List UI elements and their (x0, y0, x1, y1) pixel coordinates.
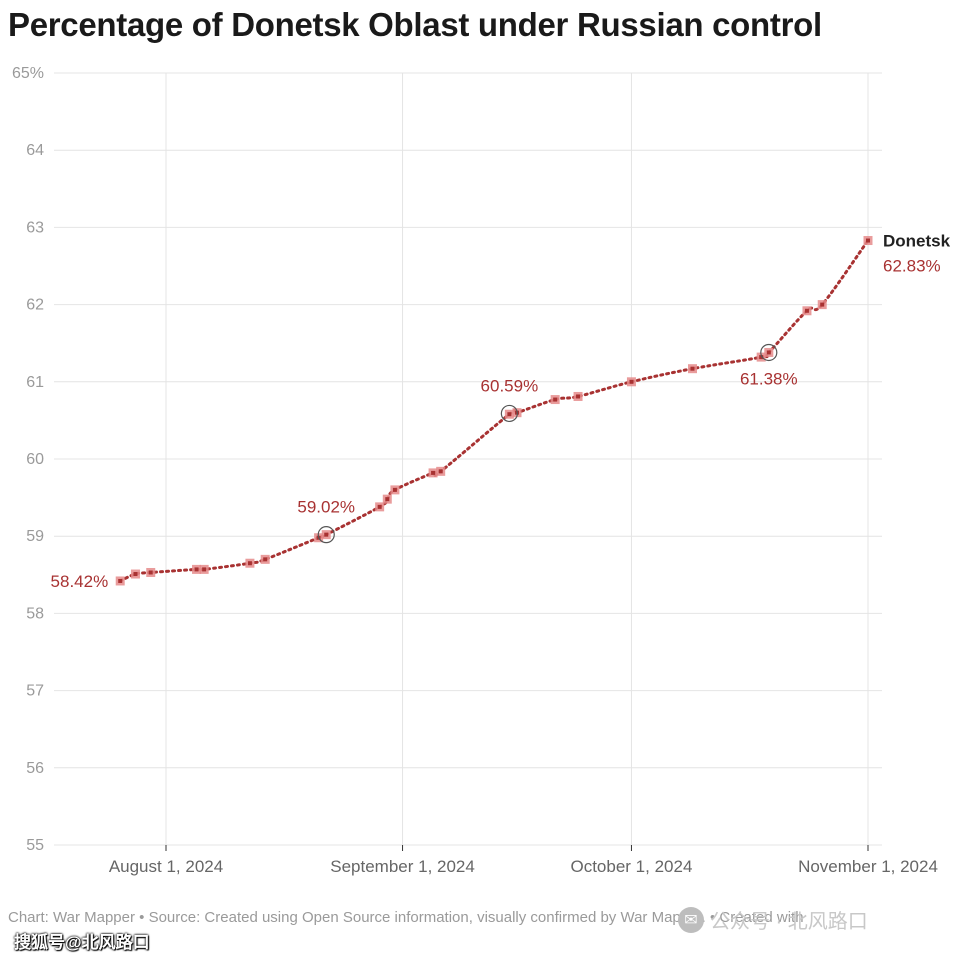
data-point-core (133, 572, 138, 577)
point-highlight-circle (760, 343, 778, 362)
data-label: 59.02% (297, 498, 355, 517)
data-point-core (759, 355, 764, 360)
y-tick-label: 62 (26, 297, 44, 314)
y-tick-label: 56 (26, 760, 44, 777)
data-point-core (392, 487, 397, 492)
chart-source: Chart: War Mapper • Source: Created usin… (8, 909, 804, 926)
data-point-core (507, 412, 512, 417)
x-tick-label: November 1, 2024 (798, 857, 938, 876)
data-point-core (385, 497, 390, 502)
y-tick-label: 65% (12, 65, 44, 82)
data-point-core (629, 379, 634, 384)
point-highlight-circle (500, 404, 518, 423)
data-point-core (247, 561, 252, 566)
grid (54, 72, 882, 846)
y-tick-label: 61 (26, 374, 44, 391)
data-point-core (866, 238, 870, 243)
x-tick-label: September 1, 2024 (330, 857, 475, 876)
series-donetsk (115, 236, 873, 586)
watermark-user: 搜狐号@北风路口 (14, 933, 150, 952)
y-tick-label: 60 (26, 451, 44, 468)
wechat-icon: ✉ (678, 906, 704, 933)
data-label: 62.83% (883, 257, 941, 276)
data-point-core (148, 570, 153, 575)
y-tick-label: 59 (26, 528, 44, 545)
data-point-core (553, 397, 558, 402)
data-point-core (766, 350, 771, 355)
point-highlight-circle (317, 526, 335, 544)
data-point-core (263, 557, 268, 562)
y-tick-label: 55 (26, 837, 44, 854)
annotations: 58.42% 59.02% 60.59% 61.38% 62.83% Donetsk (51, 232, 951, 591)
y-tick-label: 57 (26, 683, 44, 700)
data-point-core (194, 567, 199, 572)
x-axis: August 1, 2024 September 1, 2024 October 1… (109, 845, 938, 876)
data-point-core (118, 578, 123, 583)
data-point-core (690, 366, 695, 371)
watermark-brand: ✉ 公众号 · 北风路口 (678, 905, 868, 934)
y-axis: 65% 64 63 62 61 60 59 58 57 56 55 (12, 65, 44, 854)
data-point-core (438, 469, 443, 474)
data-label: 61.38% (740, 369, 798, 388)
chart-title: Percentage of Donetsk Oblast under Russi… (8, 6, 822, 43)
series-line (118, 239, 870, 583)
data-point-core (576, 394, 581, 399)
data-point-core (202, 567, 207, 572)
y-tick-label: 64 (26, 142, 44, 159)
data-point-core (431, 470, 436, 475)
x-tick-label: October 1, 2024 (570, 857, 692, 876)
data-label: 58.42% (51, 572, 109, 591)
y-tick-label: 58 (26, 605, 44, 622)
x-tick-label: August 1, 2024 (109, 857, 223, 876)
watermark-brand-text: 公众号 · 北风路口 (710, 911, 868, 933)
data-point-core (377, 504, 382, 509)
data-point-core (324, 532, 329, 537)
data-point-core (804, 308, 809, 313)
series-end-label: Donetsk (883, 232, 951, 251)
y-tick-label: 63 (26, 219, 44, 236)
data-label: 60.59% (481, 376, 539, 395)
data-point-core (820, 302, 825, 307)
